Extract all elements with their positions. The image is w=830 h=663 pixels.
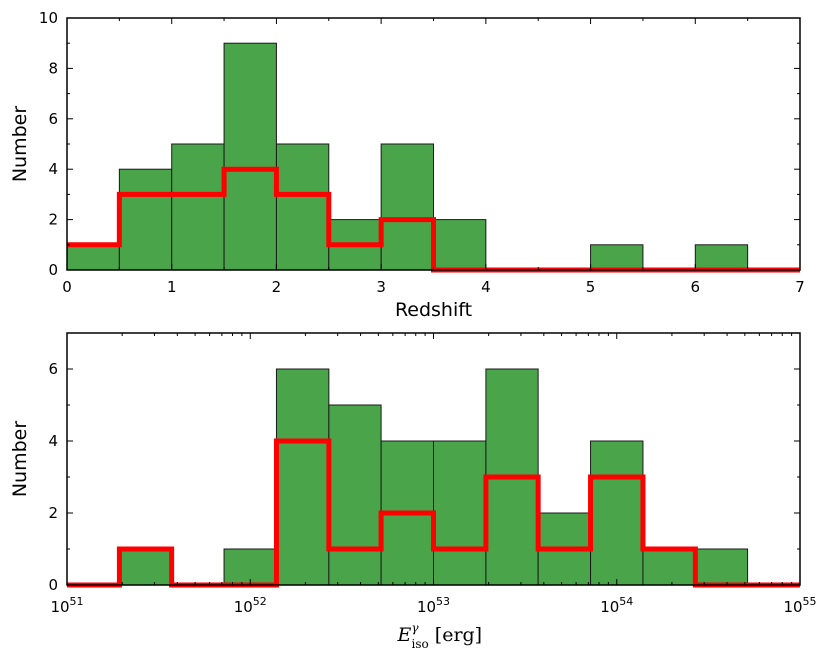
- y-tick-label: 4: [48, 160, 58, 178]
- y-tick-label: 6: [48, 110, 58, 128]
- y-tick-label: 0: [48, 261, 58, 279]
- y-tick-label: 8: [48, 59, 58, 77]
- x-tick-label: 3: [376, 278, 386, 296]
- y-tick-label: 4: [48, 432, 58, 450]
- x-tick-label: 2: [272, 278, 282, 296]
- histogram-bar: [66, 244, 120, 271]
- redshift-histogram-panel: 0 2 4 6 8 10 0 1 2 3 4 5 6 7 Number Redshift: [9, 9, 805, 321]
- x-tick-label: 1052: [234, 595, 267, 616]
- histogram-bar: [275, 368, 330, 586]
- x-tick-label: 5: [586, 278, 596, 296]
- y-tick-label: 6: [48, 360, 58, 378]
- y-tick-label: 10: [39, 9, 58, 27]
- energy-histogram-panel: 0 2 4 6 1051 1052 1053 1054 1055 Number Eγ iso [erg]: [9, 332, 817, 651]
- histogram-bar: [118, 168, 173, 271]
- histogram-bar: [380, 143, 434, 271]
- x-tick-label: 1: [167, 278, 177, 296]
- histogram-bar: [694, 244, 749, 271]
- x-tick-label: 1055: [783, 595, 816, 616]
- histogram-bar: [118, 548, 173, 586]
- x-tick-label: 7: [795, 278, 805, 296]
- y-tick-label: 2: [48, 504, 58, 522]
- histogram-bar: [433, 219, 487, 271]
- y-axis-label: Number: [9, 421, 31, 498]
- histogram-bar: [171, 143, 225, 271]
- x-tick-label: 0: [62, 278, 72, 296]
- histogram-bar: [433, 440, 487, 586]
- y-tick-label: 2: [48, 211, 58, 229]
- histogram-bar: [642, 548, 696, 586]
- histogram-bar: [694, 548, 749, 586]
- histogram-bar: [590, 440, 644, 586]
- y-axis-label: Number: [9, 106, 31, 183]
- x-axis-label: Eγ iso [erg]: [397, 621, 483, 651]
- x-axis-label: Redshift: [395, 299, 472, 321]
- x-tick-label: 4: [481, 278, 491, 296]
- x-tick-label: 1054: [600, 595, 633, 616]
- histogram-bar: [223, 42, 277, 271]
- histogram-bar: [590, 244, 644, 271]
- histogram-bar: [328, 404, 382, 586]
- x-tick-label: 1051: [50, 595, 83, 616]
- histogram-bar: [275, 143, 330, 271]
- y-tick-label: 0: [48, 576, 58, 594]
- x-tick-label: 1053: [417, 595, 450, 616]
- x-tick-label: 6: [691, 278, 701, 296]
